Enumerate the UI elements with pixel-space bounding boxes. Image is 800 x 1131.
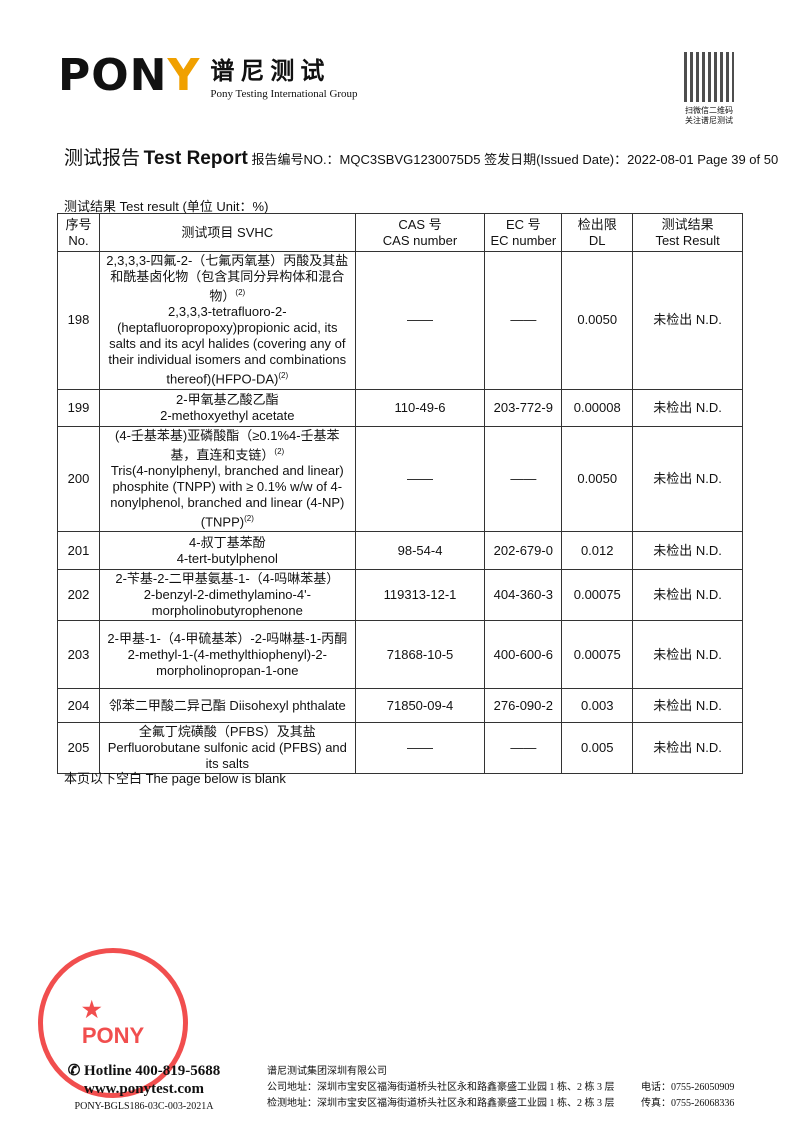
cell-result: 未检出 N.D. bbox=[632, 722, 743, 775]
cell-result: 未检出 N.D. bbox=[632, 425, 743, 533]
blank-note: 本页以下空白 The page below is blank bbox=[64, 771, 286, 786]
cell-no: 199 bbox=[57, 388, 100, 427]
cell-cas: —— bbox=[354, 251, 486, 390]
qr-code bbox=[684, 52, 734, 102]
footer-phone: 电话：0755-26050909 传真：0755-26068336 bbox=[641, 1082, 735, 1109]
cell-item: 2-苄基-2-二甲基氨基-1-（4-吗啉苯基） 2-benzyl-2-dimeth… bbox=[98, 569, 356, 622]
cell-result: 未检出 N.D. bbox=[632, 531, 743, 571]
logo-wordmark: PONY bbox=[58, 50, 201, 101]
cell-ec: —— bbox=[484, 722, 563, 775]
cell-cas: 119313-12-1 bbox=[354, 569, 486, 622]
table-row: 199 2-甲氧基乙酸乙酯 2-methoxyethyl acetate 110-… bbox=[57, 388, 743, 427]
report-title: 测试报告 Test Report 报告编号NO.：MQC3SBVG1230075… bbox=[64, 148, 779, 169]
cell-item: (4-壬基苯基)亚磷酸酯（≥0.1%4-壬基苯基，直连和支链）(2) Tris(4… bbox=[98, 425, 356, 533]
cell-no: 200 bbox=[57, 425, 100, 533]
column-header: EC 号 EC number bbox=[484, 213, 563, 252]
cell-item: 2,3,3,3-四氟-2-（七氟丙氧基）丙酸及其盐和酰基卤化物（包含其同分异构体… bbox=[98, 251, 356, 390]
cell-cas: —— bbox=[354, 425, 486, 533]
cell-dl: 0.00008 bbox=[561, 388, 634, 427]
cell-cas: 98-54-4 bbox=[354, 531, 486, 571]
column-header: 测试结果 Test Result bbox=[632, 213, 743, 252]
table-row: 202 2-苄基-2-二甲基氨基-1-（4-吗啉苯基） 2-benzyl-2-di… bbox=[57, 569, 743, 622]
cell-no: 204 bbox=[57, 688, 100, 724]
table-row: 201 4-叔丁基苯酚 4-tert-butylphenol 98-54-4 20… bbox=[57, 531, 743, 571]
form-code: PONY-BGLS186-03C-003-2021A bbox=[74, 1101, 214, 1112]
logo-cn: 谱尼测试 bbox=[210, 58, 331, 85]
cell-dl: 0.00075 bbox=[561, 569, 634, 622]
table-row: 205 全氟丁烷磺酸（PFBS）及其盐 Perfluorobutane sulfo… bbox=[57, 722, 743, 775]
cell-result: 未检出 N.D. bbox=[632, 388, 743, 427]
unit-label: 测试结果 Test result (单位 Unit：%) bbox=[64, 199, 269, 214]
cell-cas: 71868-10-5 bbox=[354, 620, 486, 690]
cell-item: 4-叔丁基苯酚 4-tert-butylphenol bbox=[98, 531, 356, 571]
results-table: 序号 No. 测试项目 SVHC CAS 号 CAS number EC 号 EC numb… bbox=[57, 213, 743, 775]
cell-dl: 0.0050 bbox=[561, 251, 634, 390]
column-header: 测试项目 SVHC bbox=[98, 213, 356, 252]
cell-ec: —— bbox=[484, 251, 563, 390]
table-row: 200 (4-壬基苯基)亚磷酸酯（≥0.1%4-壬基苯基，直连和支链）(2) Tr… bbox=[57, 425, 743, 533]
footer-contact: ✆ Hotline 400-819-5688 www.ponytest.com … bbox=[64, 1062, 224, 1116]
cell-dl: 0.003 bbox=[561, 688, 634, 724]
column-header: CAS 号 CAS number bbox=[354, 213, 486, 252]
footer-address: 谱尼测试集团深圳有限公司 公司地址：深圳市宝安区福海街道桥头社区永和路鑫豪盛工业… bbox=[267, 1066, 615, 1109]
qr-caption: 扫微信二维码 关注谱尼测试 bbox=[685, 106, 733, 125]
cell-no: 198 bbox=[57, 251, 100, 390]
cell-dl: 0.00075 bbox=[561, 620, 634, 690]
column-header: 检出限 DL bbox=[561, 213, 634, 252]
cell-cas: 110-49-6 bbox=[354, 388, 486, 427]
cell-cas: 71850-09-4 bbox=[354, 688, 486, 724]
cell-no: 202 bbox=[57, 569, 100, 622]
cell-ec: —— bbox=[484, 425, 563, 533]
cell-ec: 404-360-3 bbox=[484, 569, 563, 622]
hotline: ✆ Hotline 400-819-5688 bbox=[67, 1063, 221, 1079]
cell-dl: 0.0050 bbox=[561, 425, 634, 533]
cell-ec: 276-090-2 bbox=[484, 688, 563, 724]
cell-no: 201 bbox=[57, 531, 100, 571]
cell-result: 未检出 N.D. bbox=[632, 620, 743, 690]
table-row: 203 2-甲基-1-（4-甲硫基苯）-2-吗啉基-1-丙酮 2-methyl-1… bbox=[57, 620, 743, 690]
cell-dl: 0.005 bbox=[561, 722, 634, 775]
cell-item: 2-甲氧基乙酸乙酯 2-methoxyethyl acetate bbox=[98, 388, 356, 427]
cell-item: 2-甲基-1-（4-甲硫基苯）-2-吗啉基-1-丙酮 2-methyl-1-(4-… bbox=[98, 620, 356, 690]
cell-no: 205 bbox=[57, 722, 100, 775]
cell-result: 未检出 N.D. bbox=[632, 251, 743, 390]
website[interactable]: www.ponytest.com bbox=[84, 1081, 204, 1097]
cell-ec: 203-772-9 bbox=[484, 388, 563, 427]
cell-ec: 400-600-6 bbox=[484, 620, 563, 690]
company-stamp: ★ PONY bbox=[38, 948, 188, 1098]
cell-ec: 202-679-0 bbox=[484, 531, 563, 571]
table-row: 198 2,3,3,3-四氟-2-（七氟丙氧基）丙酸及其盐和酰基卤化物（包含其同… bbox=[57, 251, 743, 390]
table-row: 204 邻苯二甲酸二异己酯 Diisohexyl phthalate 71850… bbox=[57, 688, 743, 724]
cell-no: 203 bbox=[57, 620, 100, 690]
cell-item: 全氟丁烷磺酸（PFBS）及其盐 Perfluorobutane sulfonic … bbox=[98, 722, 356, 775]
logo-en: Pony Testing International Group bbox=[210, 88, 358, 100]
cell-result: 未检出 N.D. bbox=[632, 688, 743, 724]
cell-result: 未检出 N.D. bbox=[632, 569, 743, 622]
column-header: 序号 No. bbox=[57, 213, 100, 252]
cell-cas: —— bbox=[354, 722, 486, 775]
cell-dl: 0.012 bbox=[561, 531, 634, 571]
cell-item: 邻苯二甲酸二异己酯 Diisohexyl phthalate bbox=[98, 688, 356, 724]
pony-logo: PONY 谱尼测试 Pony Testing International Gro… bbox=[58, 50, 358, 101]
